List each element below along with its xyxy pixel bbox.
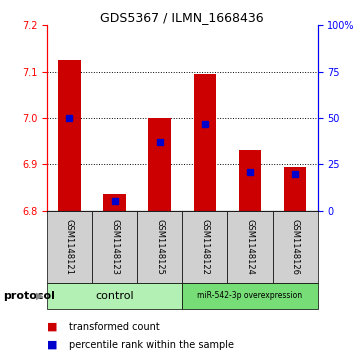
Text: GSM1148125: GSM1148125	[155, 219, 164, 275]
Text: GSM1148126: GSM1148126	[291, 219, 300, 275]
Text: GSM1148122: GSM1148122	[200, 219, 209, 275]
Bar	[58, 60, 81, 211]
Text: ▶: ▶	[36, 291, 43, 301]
Bar	[103, 194, 126, 211]
Title: GDS5367 / ILMN_1668436: GDS5367 / ILMN_1668436	[100, 11, 264, 24]
Text: GSM1148121: GSM1148121	[65, 219, 74, 275]
Text: GSM1148124: GSM1148124	[245, 219, 255, 275]
Bar	[148, 118, 171, 211]
Bar	[239, 150, 261, 211]
Text: protocol: protocol	[4, 291, 56, 301]
Bar	[284, 167, 306, 211]
Text: percentile rank within the sample: percentile rank within the sample	[69, 340, 234, 350]
Text: ■: ■	[47, 340, 57, 350]
Text: GSM1148123: GSM1148123	[110, 219, 119, 275]
Text: transformed count: transformed count	[69, 322, 159, 332]
Bar	[193, 74, 216, 211]
Text: control: control	[95, 291, 134, 301]
Text: miR-542-3p overexpression: miR-542-3p overexpression	[197, 291, 303, 300]
Text: ■: ■	[47, 322, 57, 332]
